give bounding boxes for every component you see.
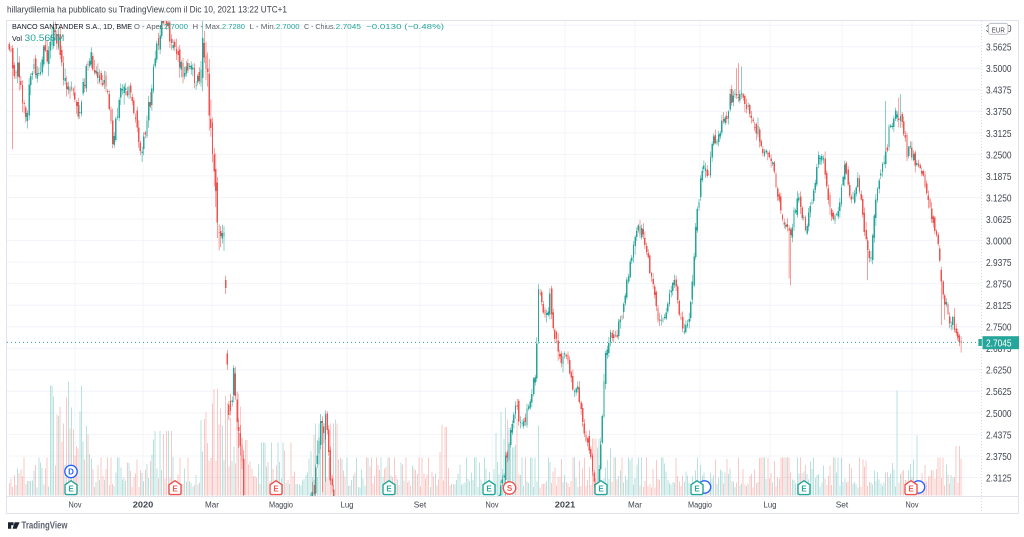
- svg-text:E: E: [598, 484, 604, 493]
- svg-text:TradingView: TradingView: [22, 520, 69, 532]
- svg-text:3.1875: 3.1875: [986, 171, 1012, 183]
- svg-text:Mar: Mar: [628, 500, 642, 509]
- svg-text:Set: Set: [414, 500, 427, 509]
- svg-text:2.6250: 2.6250: [986, 365, 1012, 377]
- svg-text:3.2500: 3.2500: [986, 149, 1012, 161]
- svg-text:2.7500: 2.7500: [986, 322, 1012, 334]
- svg-text:2.7045: 2.7045: [986, 337, 1012, 349]
- svg-text:EUR: EUR: [992, 25, 1005, 34]
- svg-text:2.5625: 2.5625: [986, 386, 1012, 398]
- svg-text:2.5000: 2.5000: [986, 408, 1012, 420]
- svg-text:2.8750: 2.8750: [986, 279, 1012, 291]
- svg-text:E: E: [694, 484, 700, 493]
- svg-text:3.0625: 3.0625: [986, 214, 1012, 226]
- svg-text:2.3125: 2.3125: [986, 472, 1012, 484]
- svg-text:S: S: [507, 484, 513, 493]
- svg-text:2.9375: 2.9375: [986, 257, 1012, 269]
- svg-text:Mar: Mar: [205, 500, 219, 509]
- svg-text:Maggio: Maggio: [688, 500, 712, 509]
- svg-text:D: D: [68, 468, 74, 477]
- svg-text:E: E: [908, 484, 914, 493]
- svg-text:Nov: Nov: [906, 500, 919, 509]
- svg-text:3.1250: 3.1250: [986, 192, 1012, 204]
- svg-text:3.5625: 3.5625: [986, 42, 1012, 54]
- svg-text:Lug: Lug: [341, 500, 354, 509]
- svg-text:Set: Set: [836, 500, 849, 509]
- svg-text:2.3750: 2.3750: [986, 451, 1012, 463]
- svg-text:E: E: [68, 484, 74, 493]
- svg-text:3.5000: 3.5000: [986, 63, 1012, 75]
- svg-text:Nov: Nov: [486, 500, 499, 509]
- svg-text:2.8125: 2.8125: [986, 300, 1012, 312]
- svg-text:E: E: [172, 484, 178, 493]
- svg-text:3.4375: 3.4375: [986, 85, 1012, 97]
- svg-text:E: E: [273, 484, 279, 493]
- svg-text:2.4375: 2.4375: [986, 429, 1012, 441]
- svg-text:E: E: [486, 484, 492, 493]
- svg-text:E: E: [801, 484, 807, 493]
- svg-text:Lug: Lug: [764, 500, 777, 509]
- svg-text:3.0000: 3.0000: [986, 235, 1012, 247]
- svg-text:E: E: [386, 484, 392, 493]
- svg-text:3.3125: 3.3125: [986, 128, 1012, 140]
- svg-text:2020: 2020: [133, 500, 154, 509]
- svg-text:hillarydilernia ha pubblicato: hillarydilernia ha pubblicato su Trading…: [7, 4, 287, 15]
- svg-text:2021: 2021: [555, 500, 576, 509]
- svg-text:Nov: Nov: [69, 500, 82, 509]
- svg-text:Maggio: Maggio: [269, 500, 293, 509]
- svg-text:3.3750: 3.3750: [986, 106, 1012, 118]
